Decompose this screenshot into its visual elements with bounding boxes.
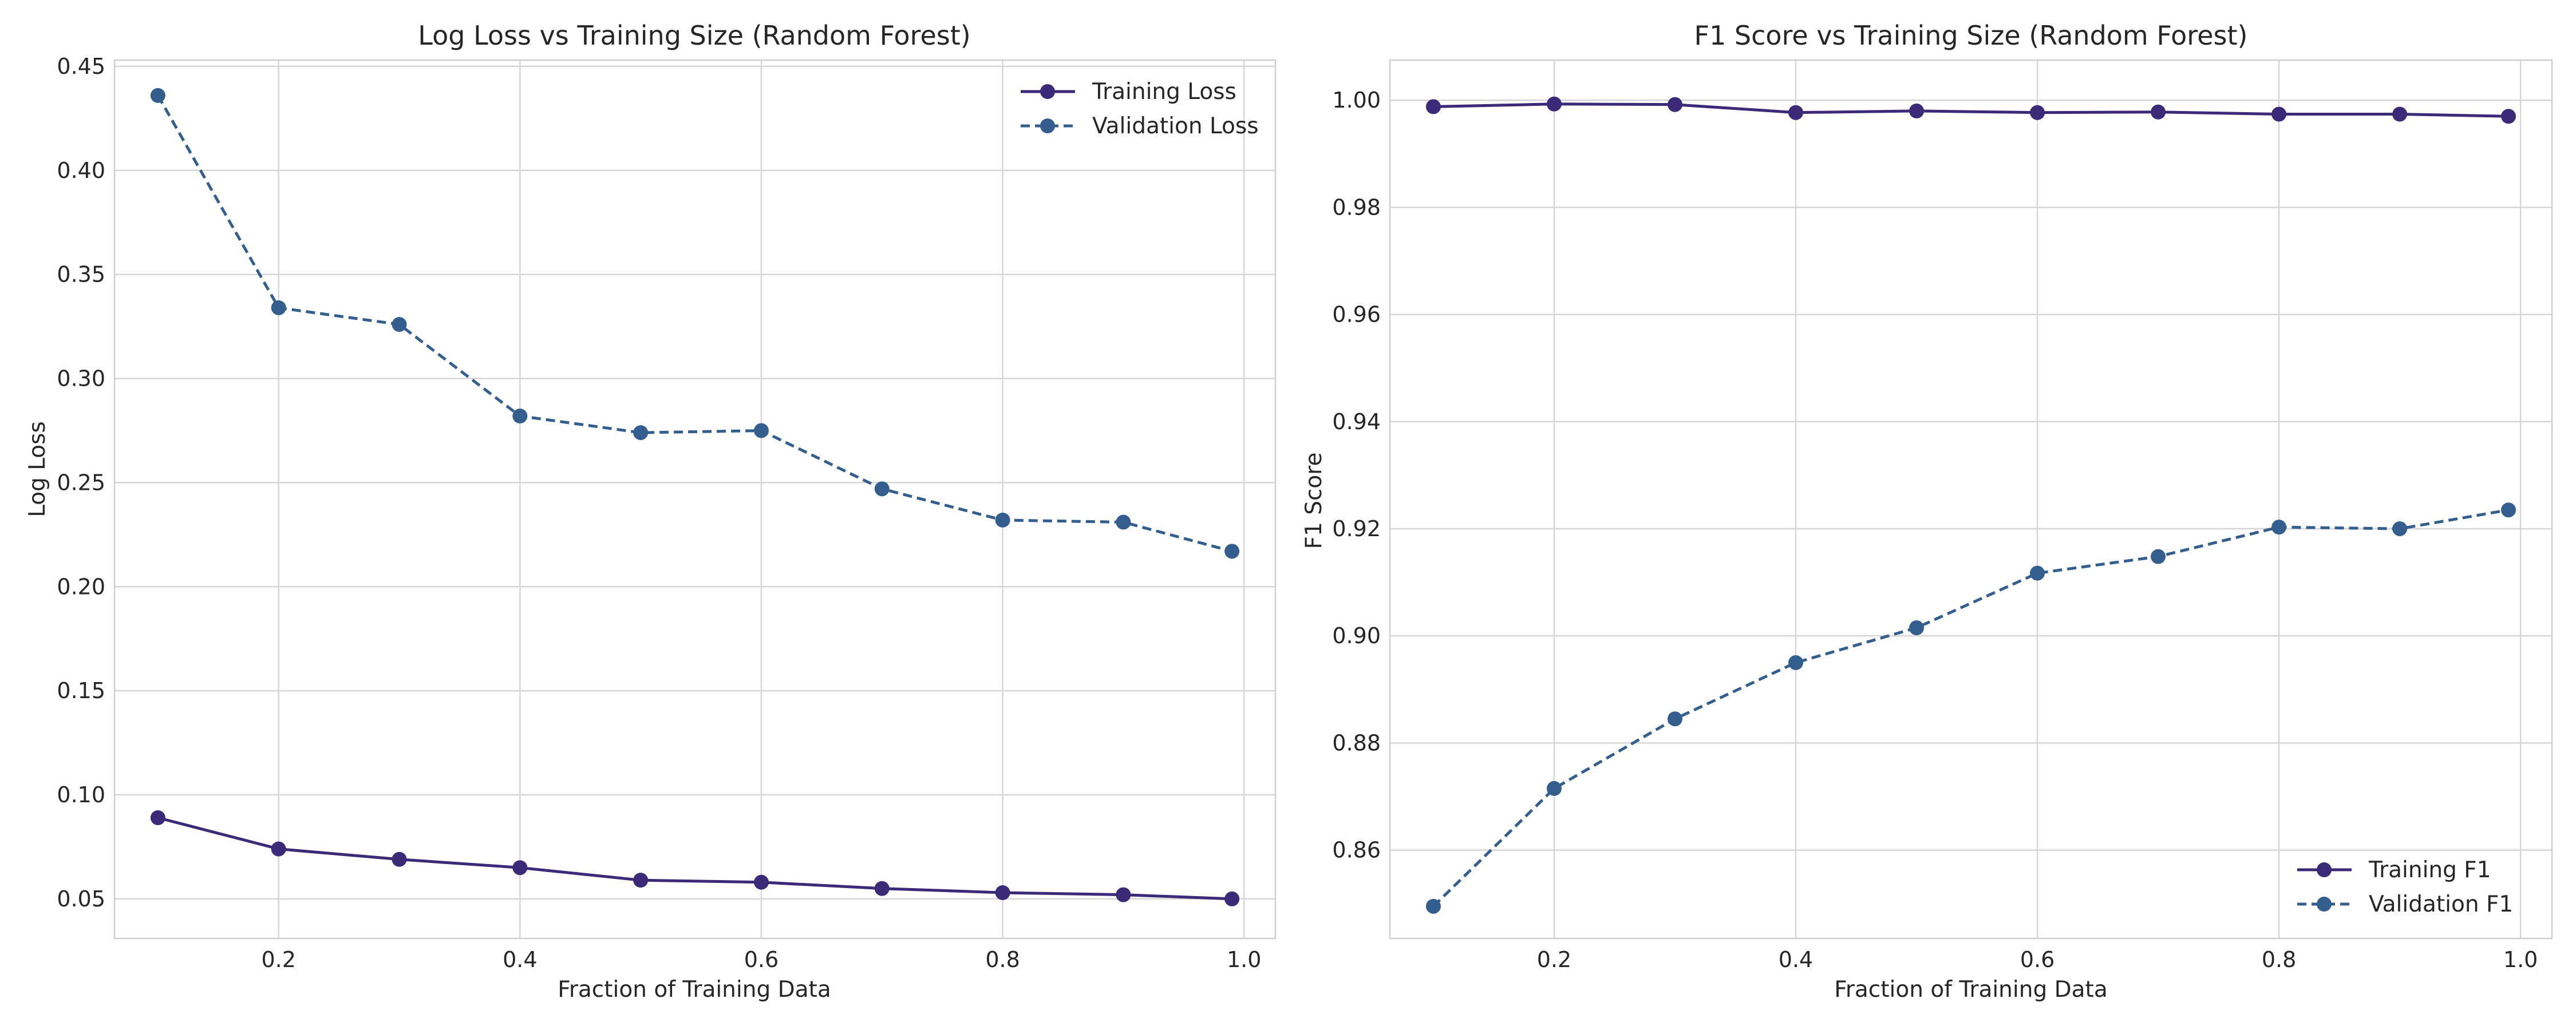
validation-loss-point [995,512,1010,528]
validation-f1-point [2501,502,2516,518]
legend-item: Training F1 [2297,857,2491,883]
x-tick-label: 0.6 [744,947,779,972]
validation-f1-point [1909,620,1925,636]
legend-label: Validation F1 [2369,892,2513,917]
validation-f1-point [1668,711,1683,727]
training-loss-point [271,841,286,857]
plot-frame [113,59,1277,940]
x-tick-label: 0.6 [2020,947,2055,972]
validation-f1-point [2030,565,2045,581]
training-loss-point [1116,887,1131,902]
training-f1-point [1668,97,1683,112]
validation-loss-point [150,88,165,103]
y-tick-label: 0.30 [57,366,105,391]
x-tick-label: 1.0 [2503,947,2538,972]
legend-marker [1040,84,1055,99]
training-loss-point [150,810,165,826]
x-tick-label: 0.4 [1779,947,1813,972]
validation-f1-point [1788,655,1804,670]
y-tick-label: 0.40 [57,158,105,183]
training-loss-point [392,851,407,867]
training-f1-point [2030,105,2045,120]
training-f1-line [1433,102,2509,118]
legend-item: Validation F1 [2297,892,2513,917]
x-tick-label: 1.0 [1227,947,1261,972]
validation-loss-point [753,423,769,438]
training-f1-point [1425,99,1441,114]
legend-item: Training Loss [1021,79,1236,105]
validation-loss-point [874,481,890,497]
chart-title: Log Loss vs Training Size (Random Forest… [418,20,970,51]
validation-loss-point [512,409,528,424]
x-tick-label: 0.2 [1537,947,1571,972]
validation-loss-point [1224,544,1240,559]
x-tick-label: 0.8 [985,947,1020,972]
validation-loss-point [633,425,649,441]
chart-title: F1 Score vs Training Size (Random Forest… [1694,20,2248,51]
validation-f1-line [1432,508,2509,908]
y-axis-label: F1 Score [1301,453,1327,549]
validation-loss-point [392,316,407,332]
y-tick-label: 0.20 [57,574,105,599]
x-tick-label: 0.4 [503,947,537,972]
x-axis-label: Fraction of Training Data [1834,977,2107,1003]
training-f1-point [1546,96,1562,112]
y-tick-label: 0.96 [1332,302,1381,327]
training-loss-point [1224,891,1240,906]
y-tick-label: 0.25 [57,470,105,495]
training-loss-point [753,874,769,890]
training-f1-point [2151,104,2166,120]
legend-label: Training Loss [1092,79,1236,105]
f1-score-plot-area: 0.86 0.88 0.90 0.92 0.94 0.96 0.98 1.00 0.2 0.4 0.… [1332,59,2553,972]
legend-marker [2317,897,2332,912]
legend-marker [2317,862,2332,877]
validation-f1-point [2271,520,2287,535]
training-f1-point [2271,106,2287,122]
y-tick-label: 0.92 [1332,516,1381,541]
y-tick-label: 0.35 [57,262,105,287]
f1-score-chart: F1 Score vs Training Size (Random Forest… [1301,20,2553,1003]
validation-loss-point [1116,514,1131,530]
validation-loss-point [271,300,286,315]
y-tick-label: 0.10 [57,782,105,807]
x-tick-label: 0.8 [2262,947,2296,972]
validation-f1-point [1546,781,1562,796]
validation-f1-point [2392,521,2408,536]
legend-label: Validation Loss [1092,113,1259,139]
y-tick-label: 0.94 [1332,409,1381,434]
training-f1-point [1788,105,1804,120]
y-axis-label: Log Loss [25,421,50,517]
validation-f1-point [1425,898,1441,914]
training-loss-point [512,860,528,876]
y-tick-label: 0.05 [57,886,105,912]
training-loss-point [995,885,1010,900]
training-f1-point [2392,106,2408,122]
validation-f1-point [2151,549,2166,564]
y-tick-label: 0.88 [1332,730,1381,755]
training-f1-point [1909,103,1925,118]
training-loss-point [633,873,649,888]
training-loss-line [157,816,1232,901]
y-tick-label: 0.45 [57,54,105,79]
training-f1-point [2501,109,2516,124]
y-tick-label: 0.15 [57,678,105,703]
x-axis-label: Fraction of Training Data [558,977,831,1003]
plot-frame [1389,59,2553,940]
y-tick-label: 0.98 [1332,195,1381,220]
y-tick-label: 0.90 [1332,623,1381,648]
y-tick-label: 0.86 [1332,838,1381,863]
log-loss-plot-area: 0.05 0.10 0.15 0.20 0.25 0.30 0.35 0.40 0.45 0.2 0… [57,54,1277,972]
y-tick-label: 1.00 [1332,88,1381,113]
validation-loss-line [156,94,1232,553]
training-loss-point [874,881,890,896]
legend-label: Training F1 [2368,857,2491,883]
legend-marker [1040,118,1055,133]
x-tick-label: 0.2 [261,947,295,972]
legend-item: Validation Loss [1021,113,1259,139]
log-loss-chart: Log Loss vs Training Size (Random Forest… [25,20,1277,1003]
